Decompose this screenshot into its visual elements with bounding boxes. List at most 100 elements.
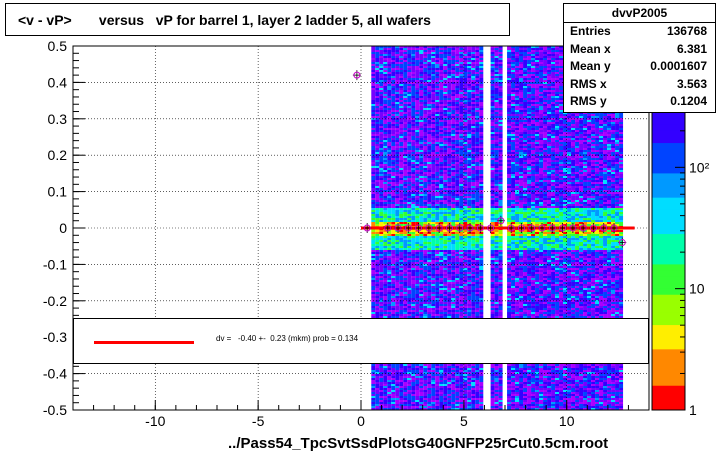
heatmap-cell	[471, 110, 476, 112]
heatmap-cell	[463, 212, 468, 214]
heatmap-cell	[415, 234, 420, 236]
heatmap-cell	[435, 160, 440, 162]
heatmap-cell	[471, 264, 476, 266]
heatmap-cell	[431, 244, 436, 246]
heatmap-cell	[391, 118, 396, 120]
heatmap-cell	[463, 190, 468, 192]
heatmap-cell	[467, 98, 472, 100]
heatmap-cell	[375, 186, 380, 188]
heatmap-cell	[443, 110, 448, 112]
heatmap-cell	[375, 384, 380, 386]
heatmap-cell	[387, 392, 392, 394]
heatmap-cell	[399, 378, 404, 380]
heatmap-cell	[439, 124, 444, 126]
heatmap-cell	[443, 376, 448, 378]
heatmap-cell	[391, 296, 396, 298]
heatmap-cell	[435, 68, 440, 70]
heatmap-cell	[419, 168, 424, 170]
heatmap-cell	[435, 124, 440, 126]
heatmap-cell	[371, 204, 376, 206]
heatmap-cell	[435, 372, 440, 374]
heatmap-cell	[479, 62, 484, 64]
heatmap-cell	[435, 264, 440, 266]
heatmap-cell	[455, 176, 460, 178]
heatmap-cell	[423, 270, 428, 272]
heatmap-cell	[379, 294, 384, 296]
heatmap-cell	[423, 148, 428, 150]
heatmap-cell	[379, 50, 384, 52]
heatmap-cell	[443, 294, 448, 296]
heatmap-cell	[423, 398, 428, 400]
heatmap-cell	[423, 92, 428, 94]
heatmap-cell	[467, 104, 472, 106]
heatmap-cell	[403, 52, 408, 54]
heatmap-cell	[427, 286, 432, 288]
heatmap-cell	[455, 210, 460, 212]
heatmap-cell	[379, 270, 384, 272]
heatmap-cell	[395, 58, 400, 60]
heatmap-cell	[387, 110, 392, 112]
heatmap-cell	[479, 192, 484, 194]
heatmap-cell	[387, 408, 392, 410]
heatmap-cell	[471, 46, 476, 48]
heatmap-cell	[403, 204, 408, 206]
heatmap-cell	[435, 90, 440, 92]
heatmap-cell	[419, 142, 424, 144]
heatmap-cell	[455, 128, 460, 130]
heatmap-cell	[383, 314, 388, 316]
heatmap-cell	[395, 400, 400, 402]
heatmap-cell	[479, 206, 484, 208]
heatmap-cell	[395, 92, 400, 94]
heatmap-cell	[371, 270, 376, 272]
heatmap-cell	[395, 268, 400, 270]
heatmap-cell	[435, 260, 440, 262]
heatmap-cell	[375, 188, 380, 190]
heatmap-cell	[419, 90, 424, 92]
heatmap-cell	[391, 194, 396, 196]
heatmap-cell	[431, 92, 436, 94]
heatmap-cell	[379, 86, 384, 88]
heatmap-cell	[415, 268, 420, 270]
heatmap-cell	[415, 248, 420, 250]
heatmap-cell	[431, 366, 436, 368]
heatmap-cell	[447, 92, 452, 94]
heatmap-cell	[423, 184, 428, 186]
heatmap-cell	[407, 72, 412, 74]
heatmap-cell	[391, 260, 396, 262]
heatmap-cell	[463, 208, 468, 210]
heatmap-cell	[451, 110, 456, 112]
heatmap-cell	[475, 126, 480, 128]
heatmap-cell	[375, 232, 380, 234]
heatmap-cell	[391, 114, 396, 116]
heatmap-cell	[407, 106, 412, 108]
heatmap-cell	[391, 212, 396, 214]
heatmap-cell	[439, 276, 444, 278]
heatmap-cell	[455, 150, 460, 152]
heatmap-cell	[475, 90, 480, 92]
heatmap-cell	[431, 124, 436, 126]
heatmap-cell	[431, 234, 436, 236]
heatmap-cell	[475, 308, 480, 310]
heatmap-cell	[475, 68, 480, 70]
heatmap-cell	[475, 122, 480, 124]
heatmap-cell	[383, 58, 388, 60]
heatmap-cell	[471, 236, 476, 238]
heatmap-cell	[379, 378, 384, 380]
heatmap-cell	[379, 280, 384, 282]
heatmap-cell	[427, 372, 432, 374]
heatmap-cell	[459, 166, 464, 168]
heatmap-cell	[451, 152, 456, 154]
heatmap-cell	[375, 156, 380, 158]
heatmap-cell	[447, 366, 452, 368]
heatmap-cell	[451, 316, 456, 318]
heatmap-cell	[395, 108, 400, 110]
heatmap-cell	[443, 296, 448, 298]
heatmap-cell	[459, 400, 464, 402]
heatmap-cell	[375, 60, 380, 62]
heatmap-cell	[371, 188, 376, 190]
heatmap-cell	[407, 404, 412, 406]
heatmap-cell	[459, 134, 464, 136]
heatmap-cell	[479, 188, 484, 190]
heatmap-cell	[375, 98, 380, 100]
heatmap-cell	[479, 70, 484, 72]
